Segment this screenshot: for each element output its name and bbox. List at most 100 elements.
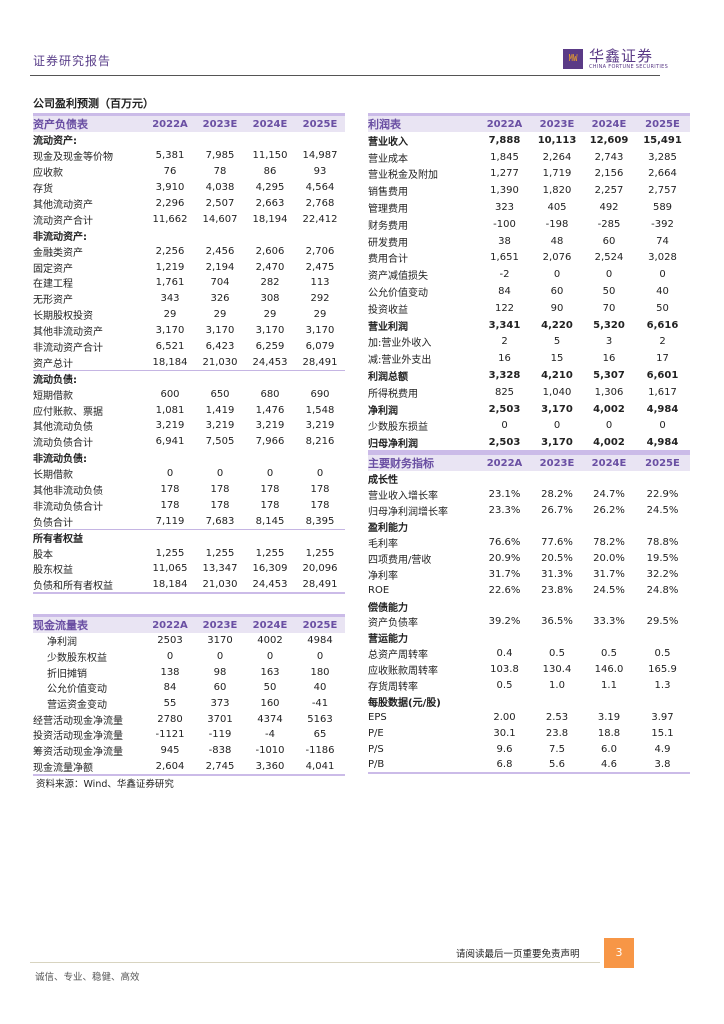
cell-value [478, 693, 531, 709]
cell-value: 26.2% [593, 505, 625, 517]
year-header: 2024E [245, 113, 295, 132]
table-row: 营业收入 7,888 10,113 12,609 15,491 [368, 132, 690, 149]
cell-value: -2 [499, 269, 510, 281]
cash-flow-table: 现金流量表 2022A 2023E 2024E 2025E 净利润 2503 3170 4002… [33, 614, 345, 776]
cell-value: 1,390 [490, 185, 519, 197]
cell-value [478, 519, 531, 535]
table-row: P/B 6.8 5.6 4.6 3.8 [368, 757, 690, 774]
table-row: 存货周转率 0.5 1.0 1.1 1.3 [368, 678, 690, 694]
cell-value: 1,306 [594, 386, 624, 398]
cell-value: 21,030 [195, 354, 245, 371]
row-label: 流动负债: [33, 375, 77, 387]
cell-value: 4984 [307, 635, 333, 647]
year-header: 2022A [145, 614, 195, 633]
cell-value: 113 [310, 277, 330, 289]
cell-value: 15,491 [643, 134, 682, 146]
cell-value: 1,255 [255, 547, 285, 559]
cell-value: 4,041 [295, 758, 345, 776]
table-row: 短期借款 600 650 680 690 [33, 386, 345, 402]
cell-value: 78 [213, 166, 227, 178]
row-label: 营运能力 [368, 634, 408, 646]
table-row: 归母净利润增长率 23.3% 26.7% 26.2% 24.5% [368, 503, 690, 519]
cell-value: 3,360 [245, 758, 295, 776]
cell-value: -4 [265, 729, 275, 741]
cell-value: 24.5% [646, 505, 679, 517]
cell-value: 29 [313, 309, 327, 321]
cell-value [478, 598, 531, 614]
cell-value: 15.1 [651, 727, 674, 739]
cell-value: 282 [260, 277, 280, 289]
cell-value: 20,096 [302, 563, 338, 575]
cell-value: 1,845 [490, 151, 519, 163]
cell-value [478, 471, 531, 487]
cell-value: 23.8% [541, 584, 573, 596]
cell-value: 945 [160, 745, 180, 757]
cell-value: 6.8 [478, 757, 531, 774]
logo-name-en: CHINA FORTUNE SECURITIES [589, 64, 669, 70]
table-row: 存货 3,910 4,038 4,295 4,564 [33, 180, 345, 196]
report-type-title: 证券研究报告 [33, 54, 112, 68]
cell-value: 40 [656, 286, 669, 298]
company-logo: ㎿ 华鑫证券 CHINA FORTUNE SECURITIES [563, 48, 668, 70]
financial-indicators-table: 主要财务指标 2022A 2023E 2024E 2025E 成长性 营业收入增长率 23.1… [368, 452, 690, 774]
cell-value [145, 450, 195, 466]
table-row: 所得税费用 825 1,040 1,306 1,617 [368, 384, 690, 401]
cell-value: 23.3% [488, 505, 521, 517]
cell-value: 1,040 [542, 386, 572, 398]
cell-value: 1,255 [155, 547, 185, 559]
cell-value: 50 [263, 682, 277, 694]
cell-value: -392 [651, 218, 674, 230]
row-label: 少数股东权益 [47, 653, 107, 665]
row-label: 现金流量净额 [33, 758, 145, 776]
cell-value: 2,745 [195, 758, 245, 776]
cell-value: 30.1 [493, 727, 516, 739]
cell-value: 2,256 [155, 245, 185, 257]
cell-value: 1,651 [490, 252, 519, 264]
cell-value: 6,941 [155, 436, 185, 448]
table-row: 四项费用/营收 20.9% 20.5% 20.0% 19.5% [368, 550, 690, 566]
cell-value: -41 [311, 698, 329, 710]
cell-value: 1,617 [648, 386, 677, 398]
cell-value: 326 [210, 293, 230, 305]
table-row: 管理费用 323 405 492 589 [368, 199, 690, 216]
cell-value: 16 [602, 353, 616, 365]
cell-value: 2,194 [205, 261, 235, 273]
cell-value: 8,216 [305, 436, 335, 448]
table-row: 营业税金及附加 1,277 1,719 2,156 2,664 [368, 166, 690, 183]
cell-value [531, 693, 583, 709]
cell-value: 130.4 [542, 664, 572, 676]
cell-value: 4,210 [541, 370, 573, 382]
table-row: 公允价值变动 84 60 50 40 [33, 680, 345, 696]
cell-value: 10,113 [537, 134, 577, 146]
cell-value: 24.8% [646, 584, 679, 596]
cell-value [145, 132, 195, 148]
cell-value: 3.19 [597, 711, 621, 723]
table-row: 营业利润 3,341 4,220 5,320 6,616 [368, 317, 690, 334]
cell-value: 18,184 [145, 354, 195, 371]
table-row: 投资收益 122 90 70 50 [368, 300, 690, 317]
cell-value: 0.5 [496, 680, 513, 692]
cell-value: 78.2% [593, 537, 625, 548]
table-row: 负债和所有者权益 18,184 21,030 24,453 28,491 [33, 576, 345, 594]
cell-value: 2,156 [594, 168, 624, 180]
cell-value: 1,255 [205, 547, 235, 559]
cell-value: 690 [310, 388, 330, 400]
cell-value: 6,259 [255, 341, 285, 353]
cell-value: 3,219 [155, 420, 185, 432]
cell-value: 3,219 [205, 420, 235, 432]
row-label: 归母净利润 [368, 434, 478, 453]
cell-value: 103.8 [490, 664, 519, 676]
year-header: 2024E [245, 614, 295, 633]
cell-value [583, 630, 635, 646]
row-label: 现金及现金等价物 [33, 152, 113, 164]
table-row: 公允价值变动 84 60 50 40 [368, 283, 690, 300]
cell-value: 65 [313, 729, 327, 741]
cell-value: 4,295 [255, 182, 285, 194]
cell-value: 2,296 [155, 198, 185, 209]
table-header-row: 现金流量表 2022A 2023E 2024E 2025E [33, 614, 345, 633]
cell-value: 1,219 [155, 261, 185, 273]
cell-value: 2,475 [305, 261, 335, 273]
table-row: 其他非流动负债 178 178 178 178 [33, 482, 345, 498]
row-label: 其他流动负债 [33, 422, 93, 434]
cell-value: 7.5 [549, 743, 565, 755]
